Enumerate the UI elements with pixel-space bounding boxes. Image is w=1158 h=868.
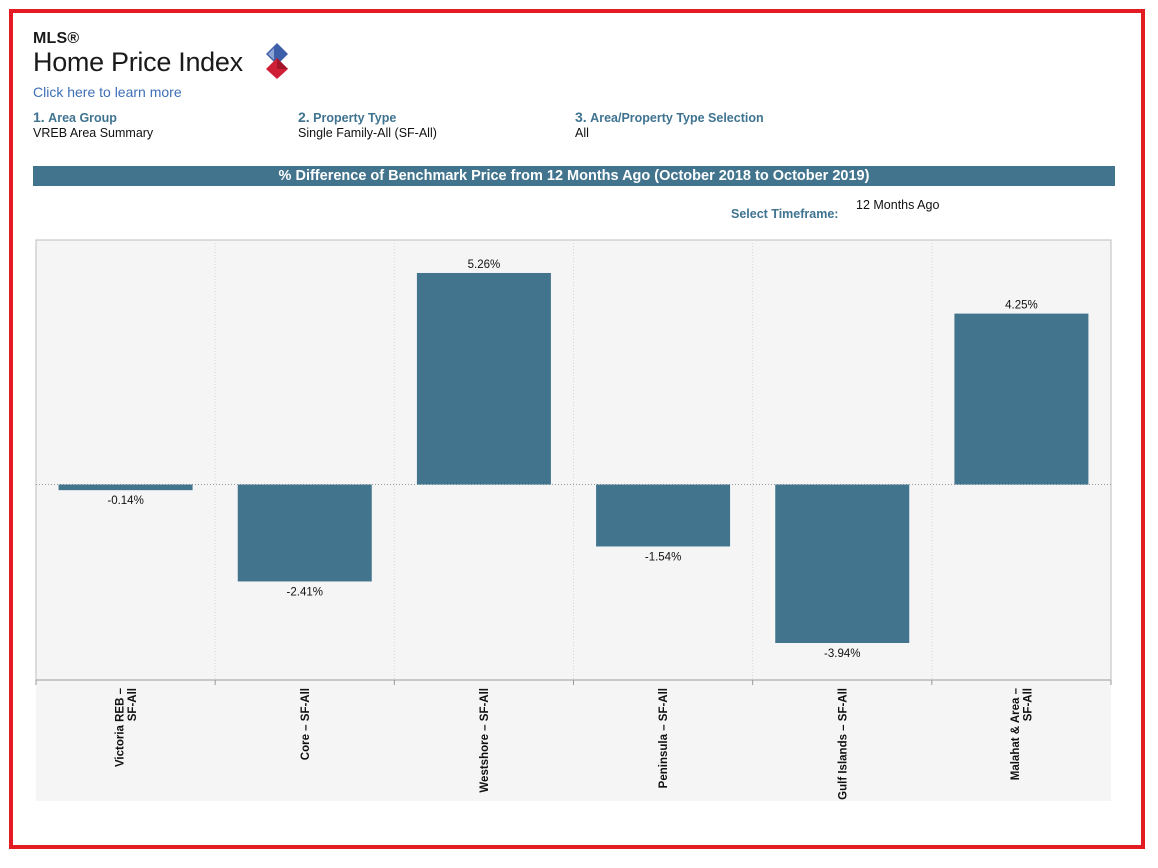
category-label-line: SF-All: [1023, 688, 1035, 721]
timeframe-label: Select Timeframe:: [731, 207, 839, 221]
category-label: Gulf Islands – SF-All: [837, 688, 849, 800]
category-label: Westshore – SF-All: [479, 688, 491, 793]
bar: [416, 272, 551, 485]
data-label: 4.25%: [1005, 300, 1038, 312]
category-label-area: [36, 680, 1111, 801]
selector-label: Property Type: [313, 111, 397, 125]
selector-number: 1.: [33, 109, 45, 125]
bar: [954, 313, 1089, 485]
mls-hpi-logo: MLS® Home Price Index: [33, 30, 288, 79]
selector-label: Area Group: [48, 111, 117, 125]
selector-value: All: [575, 126, 589, 140]
data-label: -1.54%: [645, 551, 681, 563]
report-frame: [9, 9, 1145, 849]
data-label: -2.41%: [287, 586, 323, 598]
category-label-line: Malahat & Area –: [1010, 687, 1022, 780]
selector-number: 2.: [298, 109, 310, 125]
selector-number: 3.: [575, 109, 587, 125]
logo-arrow-icon: [266, 43, 288, 79]
data-label: -3.94%: [824, 648, 860, 660]
category-label: Peninsula – SF-All: [658, 688, 670, 788]
selector-property-type[interactable]: 2. Property Type Single Family-All (SF-A…: [298, 109, 437, 140]
learn-more-link[interactable]: Click here to learn more: [33, 84, 182, 100]
category-label-line: Victoria REB –: [114, 687, 126, 767]
selector-area-group[interactable]: 1. Area Group VREB Area Summary: [33, 109, 153, 140]
logo-mls-text: MLS®: [33, 30, 80, 47]
category-label-line: Westshore – SF-All: [479, 688, 491, 793]
data-label: 5.26%: [468, 259, 501, 271]
selector-value: VREB Area Summary: [33, 126, 154, 140]
category-label-line: Peninsula – SF-All: [658, 688, 670, 788]
category-label-line: Gulf Islands – SF-All: [837, 688, 849, 800]
selector-value: Single Family-All (SF-All): [298, 126, 437, 140]
category-label: Victoria REB – SF-All: [114, 687, 139, 767]
bar: [58, 484, 193, 491]
selector-label: Area/Property Type Selection: [590, 111, 764, 125]
category-label: Malahat & Area – SF-All: [1010, 687, 1035, 780]
category-label-line: Core – SF-All: [300, 688, 312, 760]
category-label: Core – SF-All: [300, 688, 312, 760]
logo-title-text: Home Price Index: [33, 47, 243, 77]
selector-area-property-type[interactable]: 3. Area/Property Type Selection All: [575, 109, 764, 140]
chart-title: % Difference of Benchmark Price from 12 …: [33, 166, 1115, 186]
category-label-line: SF-All: [127, 688, 139, 721]
bar: [237, 484, 372, 582]
bar: [596, 484, 731, 547]
bar: [775, 484, 910, 643]
timeframe-dropdown[interactable]: 12 Months Ago: [856, 198, 940, 212]
data-label: -0.14%: [107, 495, 143, 507]
